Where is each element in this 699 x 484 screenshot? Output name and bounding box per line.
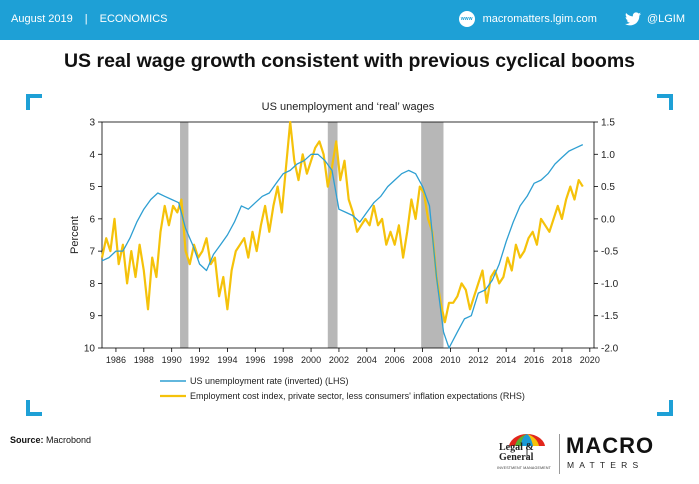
series-lines (100, 120, 584, 349)
plot-frame (101, 121, 595, 349)
x-tick-label: 2010 (440, 355, 460, 365)
y-right-tick-label: -1.5 (601, 311, 619, 322)
site-link[interactable]: macromatters.lgim.com (482, 13, 597, 25)
macro-matters-logo-sub: MATTERS (567, 460, 644, 470)
lg-subtitle: INVESTMENT MANAGEMENT (497, 466, 552, 470)
corner-bracket-top-right (657, 94, 673, 110)
chart-title: US unemployment and ‘real’ wages (262, 101, 435, 113)
y-right-tick-label: -1.0 (601, 279, 619, 290)
legend: US unemployment rate (inverted) (LHS) Em… (160, 376, 525, 401)
legend-label-eci: Employment cost index, private sector, l… (190, 391, 525, 401)
source-label: Source: (10, 435, 44, 445)
x-tick-label: 2002 (329, 355, 349, 365)
x-tick-label: 2008 (413, 355, 433, 365)
www-icon: www (458, 11, 475, 27)
x-tick-label: 1994 (217, 355, 237, 365)
lg-logo-text: Legal & General (499, 443, 534, 463)
left-axis-label: Percent (69, 216, 81, 254)
x-tick-label: 2016 (524, 355, 544, 365)
x-tick-label: 1986 (106, 355, 126, 365)
x-tick-label: 1998 (273, 355, 293, 365)
x-tick-label: 1996 (245, 355, 265, 365)
corner-bracket-top-left (26, 94, 42, 110)
lg-line-1: Legal & (499, 442, 534, 453)
x-tick-label: 2012 (468, 355, 488, 365)
twitter-handle[interactable]: @LGIM (646, 13, 685, 25)
source-note: Source: Macrobond (10, 435, 91, 445)
header-right: www macromatters.lgim.com @LGIM (458, 11, 685, 27)
y-left-tick-label: 9 (89, 311, 95, 322)
x-tick-label: 2000 (301, 355, 321, 365)
footer-divider (559, 434, 560, 474)
twitter-icon[interactable] (624, 12, 641, 26)
y-left-tick-label: 8 (89, 279, 95, 290)
x-tick-label: 2004 (357, 355, 377, 365)
y-right-tick-label: 1.0 (601, 150, 615, 161)
y-left-tick-label: 3 (89, 118, 95, 129)
y-right-tick-label: -0.5 (601, 247, 619, 258)
y-right-tick-label: 1.5 (601, 118, 615, 129)
y-left-tick-label: 10 (84, 344, 96, 355)
y-right-tick-label: 0.0 (601, 214, 615, 225)
lg-line-2: General (499, 452, 534, 463)
x-tick-label: 2020 (580, 355, 600, 365)
page-title: US real wage growth consistent with prev… (63, 50, 636, 72)
header-separator: | (84, 13, 88, 25)
umbrella-logo-icon (509, 434, 545, 458)
series-line-eci (100, 120, 584, 324)
x-tick-label: 1992 (190, 355, 210, 365)
date-label: August 2019 (11, 13, 73, 25)
corner-bracket-bottom-right (657, 400, 673, 416)
source-text: Macrobond (46, 435, 92, 445)
section-label: ECONOMICS (99, 13, 168, 25)
y-left-tick-label: 5 (89, 182, 95, 193)
x-tick-label: 2018 (552, 355, 572, 365)
y-left-tick-label: 4 (89, 150, 95, 161)
corner-bracket-bottom-left (26, 400, 42, 416)
y-right-tick-label: -2.0 (601, 344, 619, 355)
legend-label-unemployment: US unemployment rate (inverted) (LHS) (190, 376, 349, 386)
x-tick-label: 1988 (134, 355, 154, 365)
axis-ticks: 1986 1988 1990 1992 1994 1996 1998 2000 2002 2004… (84, 118, 619, 366)
macro-matters-logo-main: MACRO (566, 433, 655, 458)
y-right-tick-label: 0.5 (601, 182, 615, 193)
y-left-tick-label: 6 (89, 214, 95, 225)
y-left-tick-label: 7 (89, 247, 95, 258)
series-line-unemployment (101, 144, 584, 349)
recession-band-1 (327, 122, 338, 348)
header-left: August 2019 | ECONOMICS (11, 13, 167, 25)
top-banner: August 2019 | ECONOMICS www macromatters.l… (0, 0, 699, 40)
x-tick-label: 1990 (162, 355, 182, 365)
x-tick-label: 2006 (385, 355, 405, 365)
x-tick-label: 2014 (496, 355, 516, 365)
